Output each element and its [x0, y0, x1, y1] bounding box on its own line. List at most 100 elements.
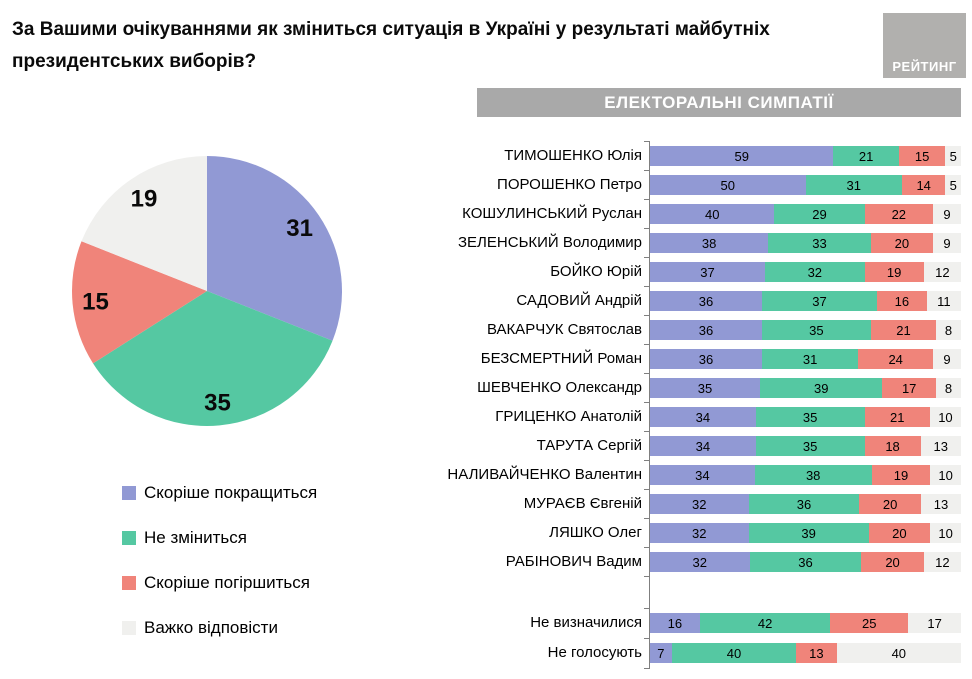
bar-segment-value: 19 — [886, 264, 902, 280]
bar-segment-value: 16 — [894, 293, 910, 309]
bar-row: 34 38 19 10 — [650, 465, 961, 485]
bar-row-label: ШЕВЧЕНКО Олександр — [477, 379, 642, 396]
bar-segment: 35 — [650, 378, 760, 398]
axis-tick — [644, 373, 650, 374]
bar-segment-value: 34 — [695, 438, 711, 454]
bar-segment-value: 25 — [862, 615, 877, 631]
bar-segment: 13 — [920, 436, 961, 456]
bar-segment-value: 17 — [901, 380, 917, 396]
axis-tick — [644, 402, 650, 403]
bar-segment: 39 — [759, 378, 883, 398]
bar-row-label: МУРАЄВ Євгеній — [523, 495, 642, 512]
bar-segment-value: 19 — [893, 467, 909, 483]
bar-segment: 24 — [858, 349, 933, 369]
bar-segment: 35 — [755, 407, 865, 427]
bar-segment-value: 38 — [805, 467, 821, 483]
section-header: ЕЛЕКТОРАЛЬНІ СИМПАТІЇ — [477, 88, 961, 117]
legend-label: Важко відповісти — [144, 617, 278, 637]
axis-tick — [644, 547, 650, 548]
legend-item: Важко відповісти — [122, 605, 317, 650]
bar-row-label: БОЙКО Юрій — [550, 263, 642, 280]
bar-segment: 20 — [868, 523, 931, 543]
rating-group-logo: РЕЙТИНГ — [883, 13, 966, 78]
bar-segment: 40 — [836, 643, 962, 663]
bar-segment: 20 — [870, 233, 934, 253]
bar-segment: 35 — [755, 436, 865, 456]
bar-segment: 22 — [864, 204, 934, 224]
bar-segment: 36 — [650, 320, 762, 340]
bar-segment-value: 17 — [927, 615, 942, 631]
bar-segment-value: 8 — [944, 322, 953, 338]
category-axis — [649, 141, 650, 668]
bar-segment-value: 10 — [938, 467, 953, 483]
bar-segment-value: 32 — [692, 496, 707, 512]
bar-segment: 12 — [923, 262, 961, 282]
bar-segment-value: 35 — [697, 380, 713, 396]
bar-segment-value: 39 — [801, 525, 816, 541]
bar-row: 36 35 21 8 — [650, 320, 961, 340]
bar-segment: 33 — [768, 233, 871, 253]
bar-segment: 36 — [650, 349, 762, 369]
axis-tick — [644, 489, 650, 490]
bar-segment-value: 16 — [667, 615, 683, 631]
bar-segment-value: 10 — [938, 409, 953, 425]
legend-item: Не зміниться — [122, 515, 317, 560]
bar-segment: 36 — [749, 552, 862, 572]
bar-segment: 17 — [908, 613, 962, 633]
bar-row: 40 29 22 9 — [650, 204, 961, 224]
bar-segment: 34 — [650, 407, 756, 427]
pie-slice — [71, 241, 207, 364]
bar-segment-value: 36 — [698, 351, 714, 367]
bar-segment: 15 — [898, 146, 946, 166]
pie-slice — [207, 156, 343, 341]
bar-segment-value: 35 — [802, 438, 818, 454]
bar-row: 16 42 25 17 — [650, 613, 962, 633]
bar-segment: 40 — [671, 643, 797, 663]
bar-segment-value: 9 — [943, 351, 951, 367]
bar-segment: 36 — [650, 291, 762, 311]
axis-tick — [644, 257, 650, 258]
bar-segment-value: 31 — [846, 177, 861, 193]
bar-segment-value: 20 — [894, 235, 910, 251]
bar-segment: 9 — [933, 349, 961, 369]
bar-segment-value: 21 — [858, 148, 874, 164]
bar-segment: 50 — [650, 175, 806, 195]
bar-segment-value: 20 — [885, 554, 900, 570]
bar-segment-value: 13 — [933, 496, 949, 512]
axis-tick — [644, 638, 650, 639]
axis-tick — [644, 518, 650, 519]
bar-segment-value: 40 — [891, 645, 907, 661]
bar-segment-value: 13 — [809, 645, 824, 661]
axis-tick — [644, 315, 650, 316]
bar-segment-value: 32 — [692, 525, 707, 541]
bar-segment-value: 8 — [944, 380, 953, 396]
bar-segment-value: 7 — [657, 645, 665, 661]
bar-segment-value: 50 — [720, 177, 735, 193]
axis-tick — [644, 460, 650, 461]
bar-segment-value: 12 — [935, 554, 950, 570]
bar-segment: 12 — [923, 552, 961, 572]
bar-segment: 5 — [945, 175, 961, 195]
bar-segment-value: 33 — [812, 235, 827, 251]
bar-segment: 16 — [877, 291, 927, 311]
bar-row-label: НАЛИВАЙЧЕНКО Валентин — [447, 466, 642, 483]
bar-segment: 8 — [936, 320, 961, 340]
bar-segment-value: 36 — [796, 496, 812, 512]
pie-slice — [93, 291, 333, 426]
bar-row-label: ТИМОШЕНКО Юлія — [504, 147, 642, 164]
legend-swatch — [122, 485, 136, 500]
bar-row-label: ВАКАРЧУК Святослав — [486, 321, 642, 338]
bar-segment: 39 — [748, 523, 869, 543]
bar-row-label: ПОРОШЕНКО Петро — [497, 176, 642, 193]
bar-row: 34 35 21 10 — [650, 407, 961, 427]
bar-segment-value: 35 — [802, 409, 818, 425]
bar-segment-value: 36 — [698, 293, 714, 309]
bar-row-label: ЗЕЛЕНСЬКИЙ Володимир — [457, 234, 642, 251]
bar-segment: 32 — [650, 523, 749, 543]
bar-row-label: ЛЯШКО Олег — [549, 524, 642, 541]
bar-segment-value: 36 — [798, 554, 813, 570]
bar-row-label: КОШУЛИНСЬКИЙ Руслан — [462, 205, 642, 222]
bar-segment: 21 — [864, 407, 930, 427]
bar-segment: 32 — [650, 494, 749, 514]
